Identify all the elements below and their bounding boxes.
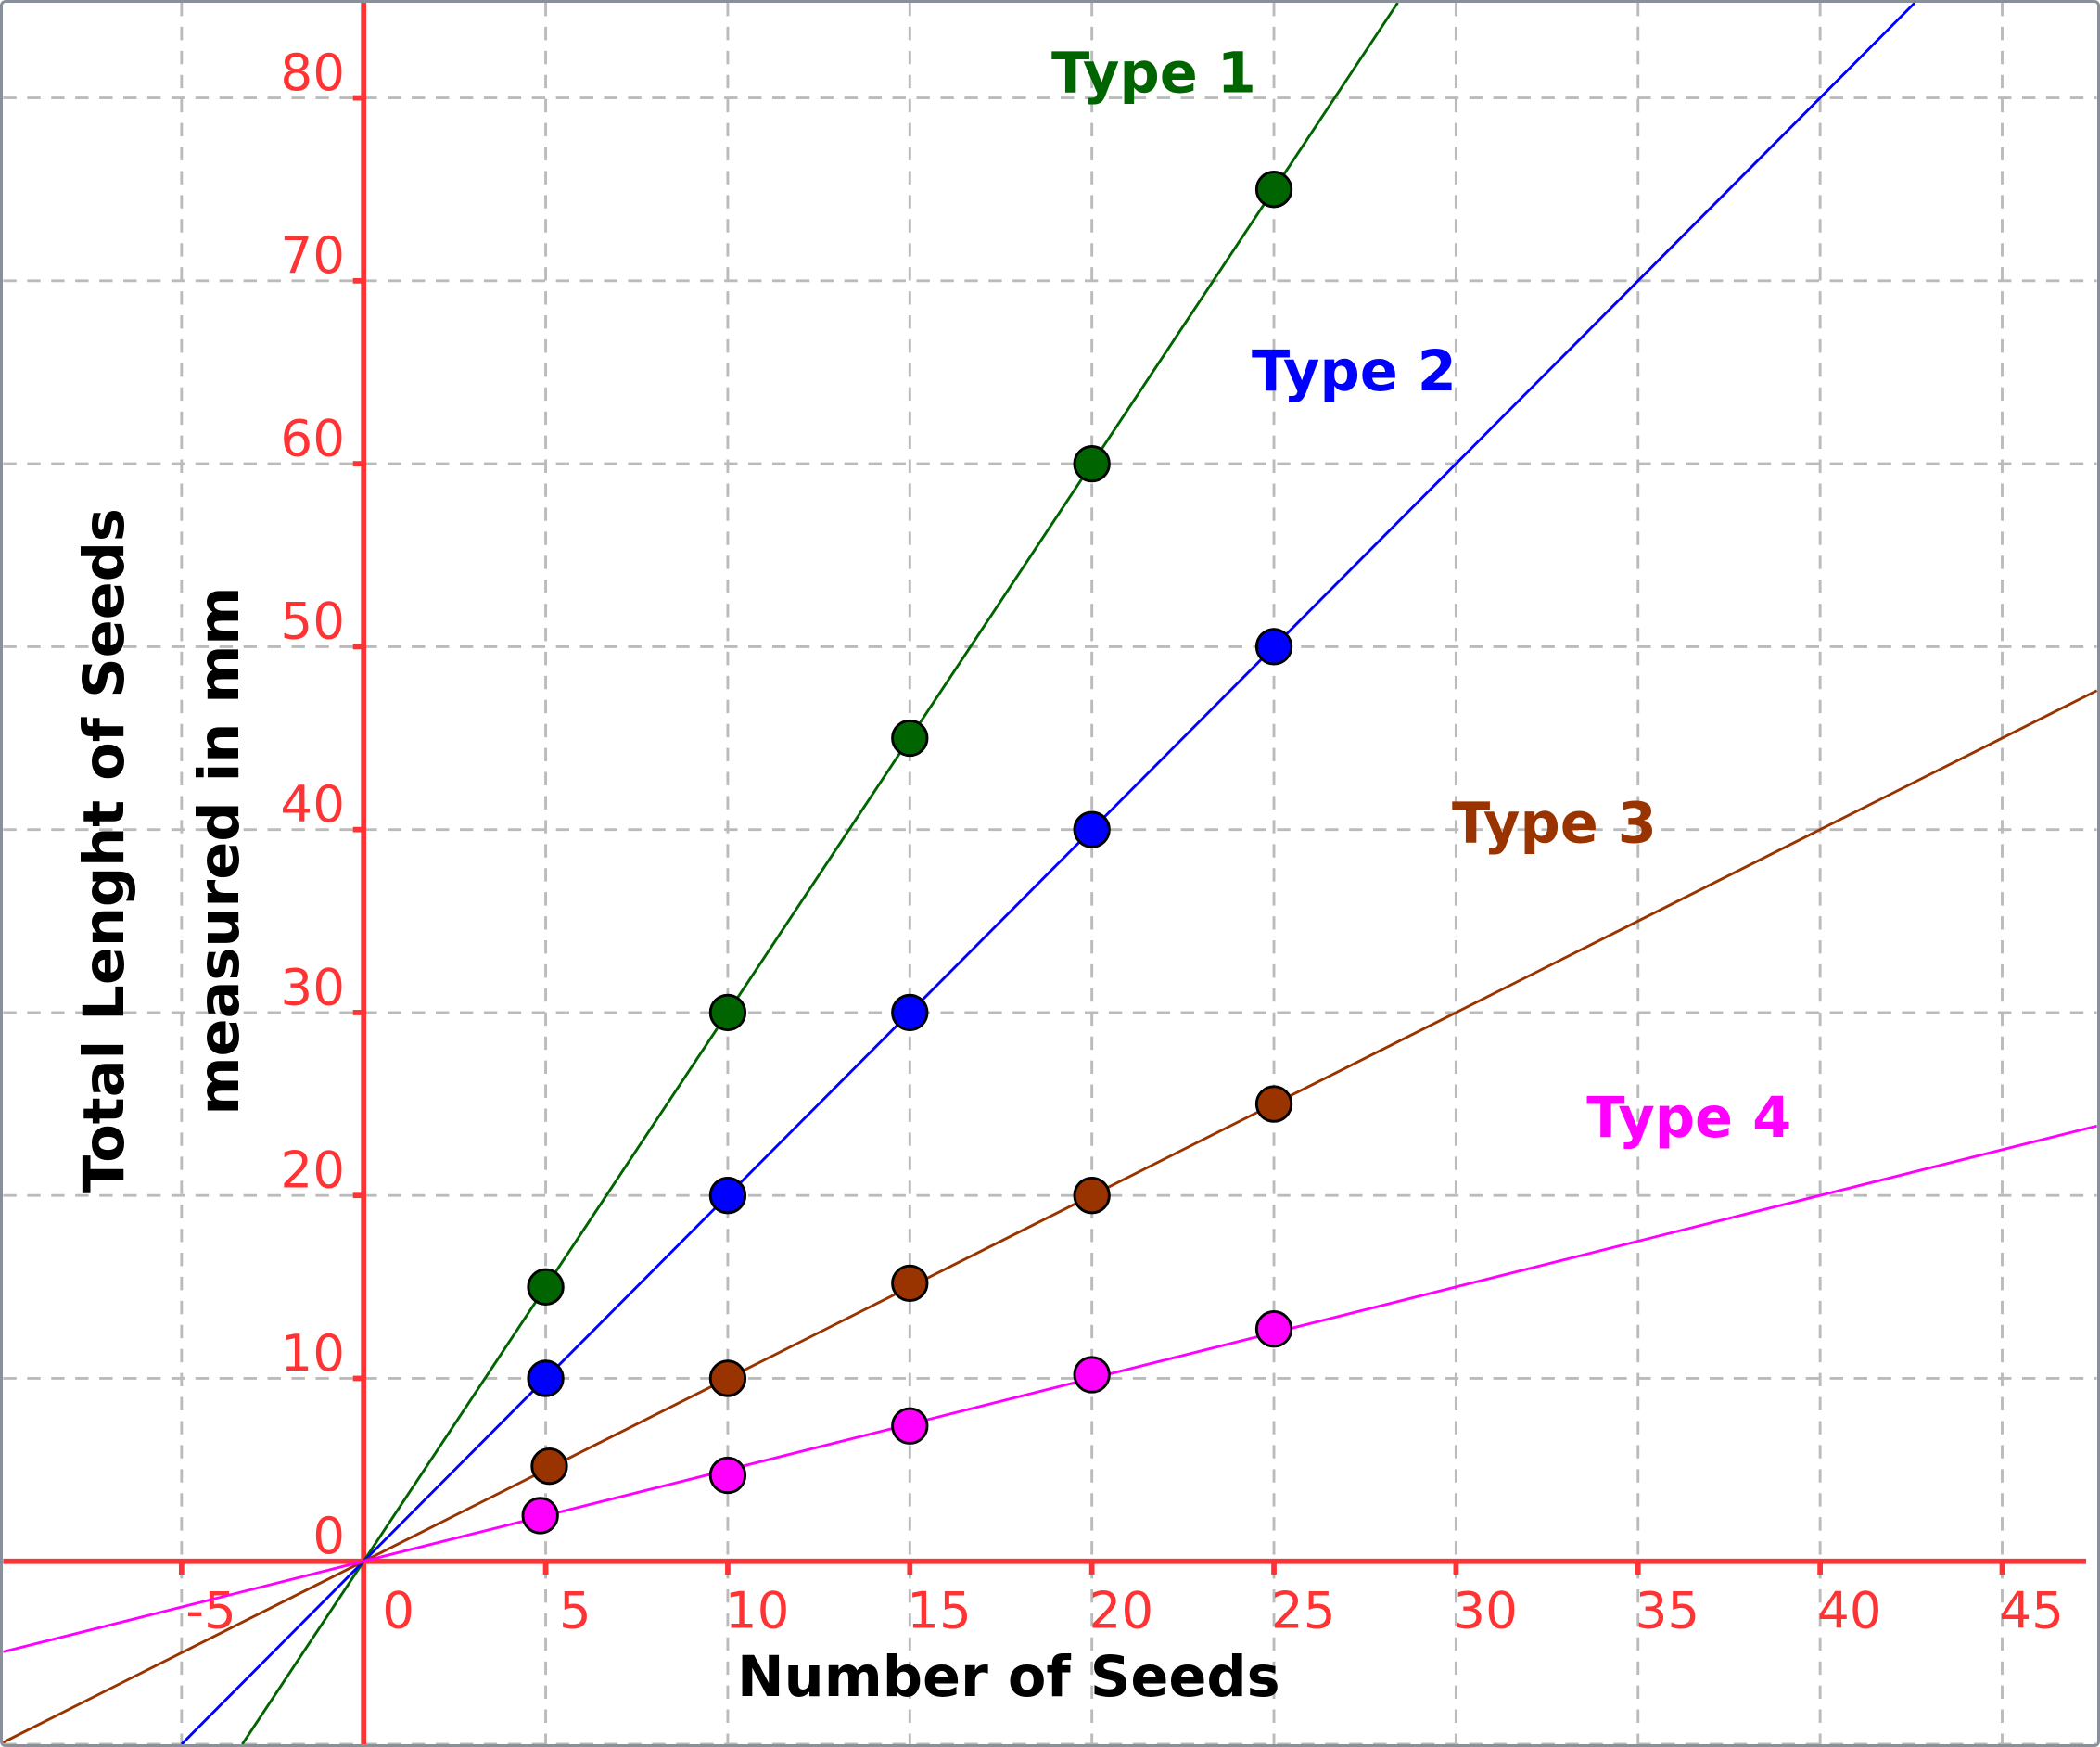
series-label-type-4: Type 4 [1586,1086,1791,1151]
y-tick-label: 10 [280,1323,345,1383]
data-point-type-1 [891,719,929,758]
data-points [521,171,1293,1535]
x-tick-label: 10 [725,1581,790,1640]
data-point-type-1 [1254,171,1293,209]
data-point-type-1 [1073,444,1111,483]
x-axis-label: Number of Seeds [737,1645,1280,1710]
axes: -5 0 5 10 15 20 25 30 35 40 45 0 10 20 30 40 50 60 70 80 [3,3,2087,1744]
series-line-type-3 [3,689,2097,1744]
x-tick-label: 25 [1271,1581,1336,1640]
data-point-type-4 [521,1497,559,1535]
data-point-type-2 [1073,810,1111,848]
series-label-type-2: Type 2 [1252,339,1457,404]
data-point-type-3 [1073,1177,1111,1215]
x-tick-label: 40 [1817,1581,1882,1640]
data-point-type-3 [1254,1085,1293,1123]
data-point-type-1 [527,1268,565,1306]
data-point-type-2 [891,993,929,1032]
y-tick-label: 60 [280,408,345,467]
y-tick-label: 0 [312,1506,345,1565]
data-point-type-3 [891,1264,929,1303]
y-tick-label: 70 [280,225,345,285]
x-tick-label: 35 [1635,1581,1700,1640]
grid [3,3,2097,1744]
x-tick-label: 30 [1453,1581,1518,1640]
series-line-type-2 [180,3,1916,1744]
series-label-type-3: Type 3 [1452,791,1657,856]
data-point-type-2 [1254,628,1293,666]
x-tick-label: 5 [559,1581,592,1640]
data-point-type-2 [527,1359,565,1397]
data-point-type-2 [708,1177,747,1215]
x-tick-label: 15 [907,1581,972,1640]
y-tick-label: 40 [280,774,345,834]
series-lines [3,3,2097,1744]
data-point-type-1 [708,993,747,1032]
series-line-type-1 [241,3,1399,1744]
y-tick-label: 20 [280,1141,345,1200]
data-point-type-4 [708,1456,747,1495]
series-labels: Type 1 Type 2 Type 3 Type 4 [1051,42,1791,1151]
data-point-type-3 [530,1447,568,1486]
x-tick-label: 20 [1089,1581,1154,1640]
data-point-type-4 [891,1407,929,1445]
x-tick-label: -5 [185,1581,236,1640]
data-point-type-4 [1073,1356,1111,1394]
y-axis-label-line1: Total Lenght of Seeds [72,508,137,1193]
y-tick-label: 30 [280,957,345,1016]
y-axis-label-line2: measured in mm [187,587,252,1116]
chart: -5 0 5 10 15 20 25 30 35 40 45 0 10 20 30 40 50 60 70 80 Ty… [3,3,2097,1744]
data-point-type-4 [1254,1310,1293,1348]
y-tick-label: 50 [280,592,345,651]
x-tick-label: 0 [382,1581,414,1640]
series-label-type-1: Type 1 [1051,42,1256,107]
data-point-type-3 [708,1359,747,1397]
x-tick-label: 45 [1999,1581,2064,1640]
series-line-type-4 [3,1124,2097,1653]
y-tick-label: 80 [280,43,345,102]
